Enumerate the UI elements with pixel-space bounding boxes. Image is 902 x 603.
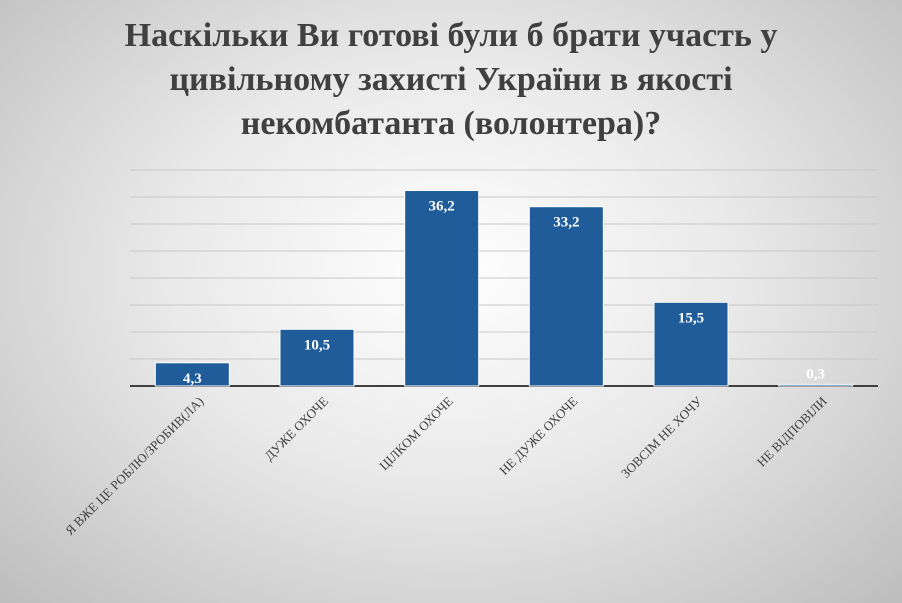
x-tick-label: Я ВЖЕ ЦЕ РОБЛЮ/ЗРОБИВ(ЛА) (62, 394, 206, 538)
x-tick-label: ЦІЛКОМ ОХОЧЕ (376, 393, 456, 473)
value-label: 4,3 (183, 371, 202, 387)
bar (528, 206, 604, 387)
value-label: 10,5 (304, 337, 330, 353)
x-tick-label: НЕ ВІДПОВІЛИ (754, 394, 830, 470)
x-tick-label: ДУЖЕ ОХОЧЕ (261, 393, 331, 463)
bar (279, 328, 355, 387)
bar (404, 190, 480, 387)
bar (778, 383, 854, 387)
bar (653, 301, 729, 387)
value-label: 36,2 (429, 199, 455, 215)
value-label: 33,2 (553, 215, 579, 231)
value-label: 15,5 (678, 310, 704, 326)
bar (154, 362, 230, 387)
chart-title: Наскільки Ви готові були б брати участь … (124, 17, 778, 142)
x-tick-label: ЗОВСІМ НЕ ХОЧУ (618, 393, 706, 481)
x-tick-label: НЕ ДУЖЕ ОХОЧЕ (496, 393, 580, 477)
value-label: 0,3 (806, 366, 825, 382)
